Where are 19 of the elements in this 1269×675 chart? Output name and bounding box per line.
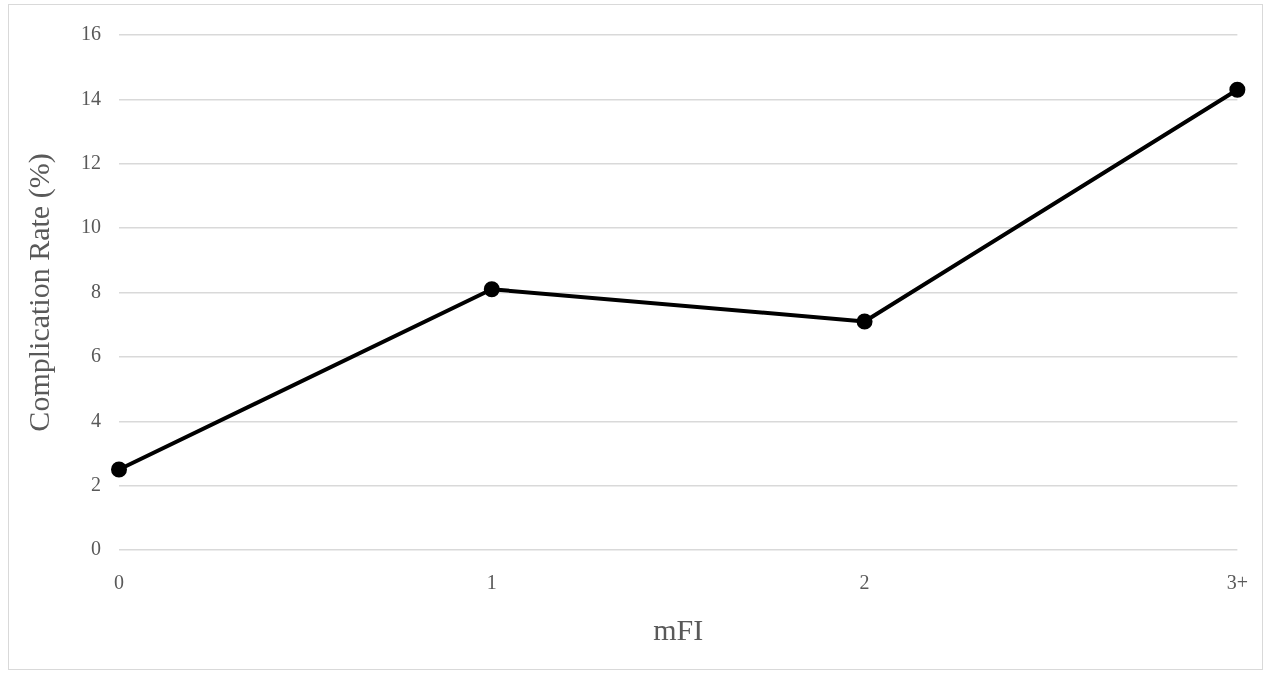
y-axis-title: Complication Rate (%) — [21, 153, 56, 432]
y-tick-label: 12 — [81, 151, 101, 173]
x-tick-label: 0 — [114, 571, 124, 594]
x-tick-label: 3+ — [1226, 571, 1248, 594]
point — [111, 461, 127, 478]
y-tick-label: 16 — [81, 22, 101, 45]
y-tick-label: 14 — [81, 86, 101, 109]
y-tick-label: 2 — [91, 472, 101, 495]
y-tick-label: 8 — [91, 279, 101, 302]
point — [856, 313, 873, 330]
y-tick-label: 10 — [81, 215, 101, 238]
y-tick-label: 6 — [91, 344, 101, 367]
x-axis-title: mFI — [653, 612, 704, 646]
y-tick-label: 0 — [91, 537, 101, 560]
point — [1229, 81, 1246, 98]
point — [483, 281, 500, 298]
y-tick-label: 4 — [91, 408, 101, 431]
x-tick-label: 1 — [486, 571, 497, 594]
x-tick-label: 2 — [859, 571, 870, 594]
